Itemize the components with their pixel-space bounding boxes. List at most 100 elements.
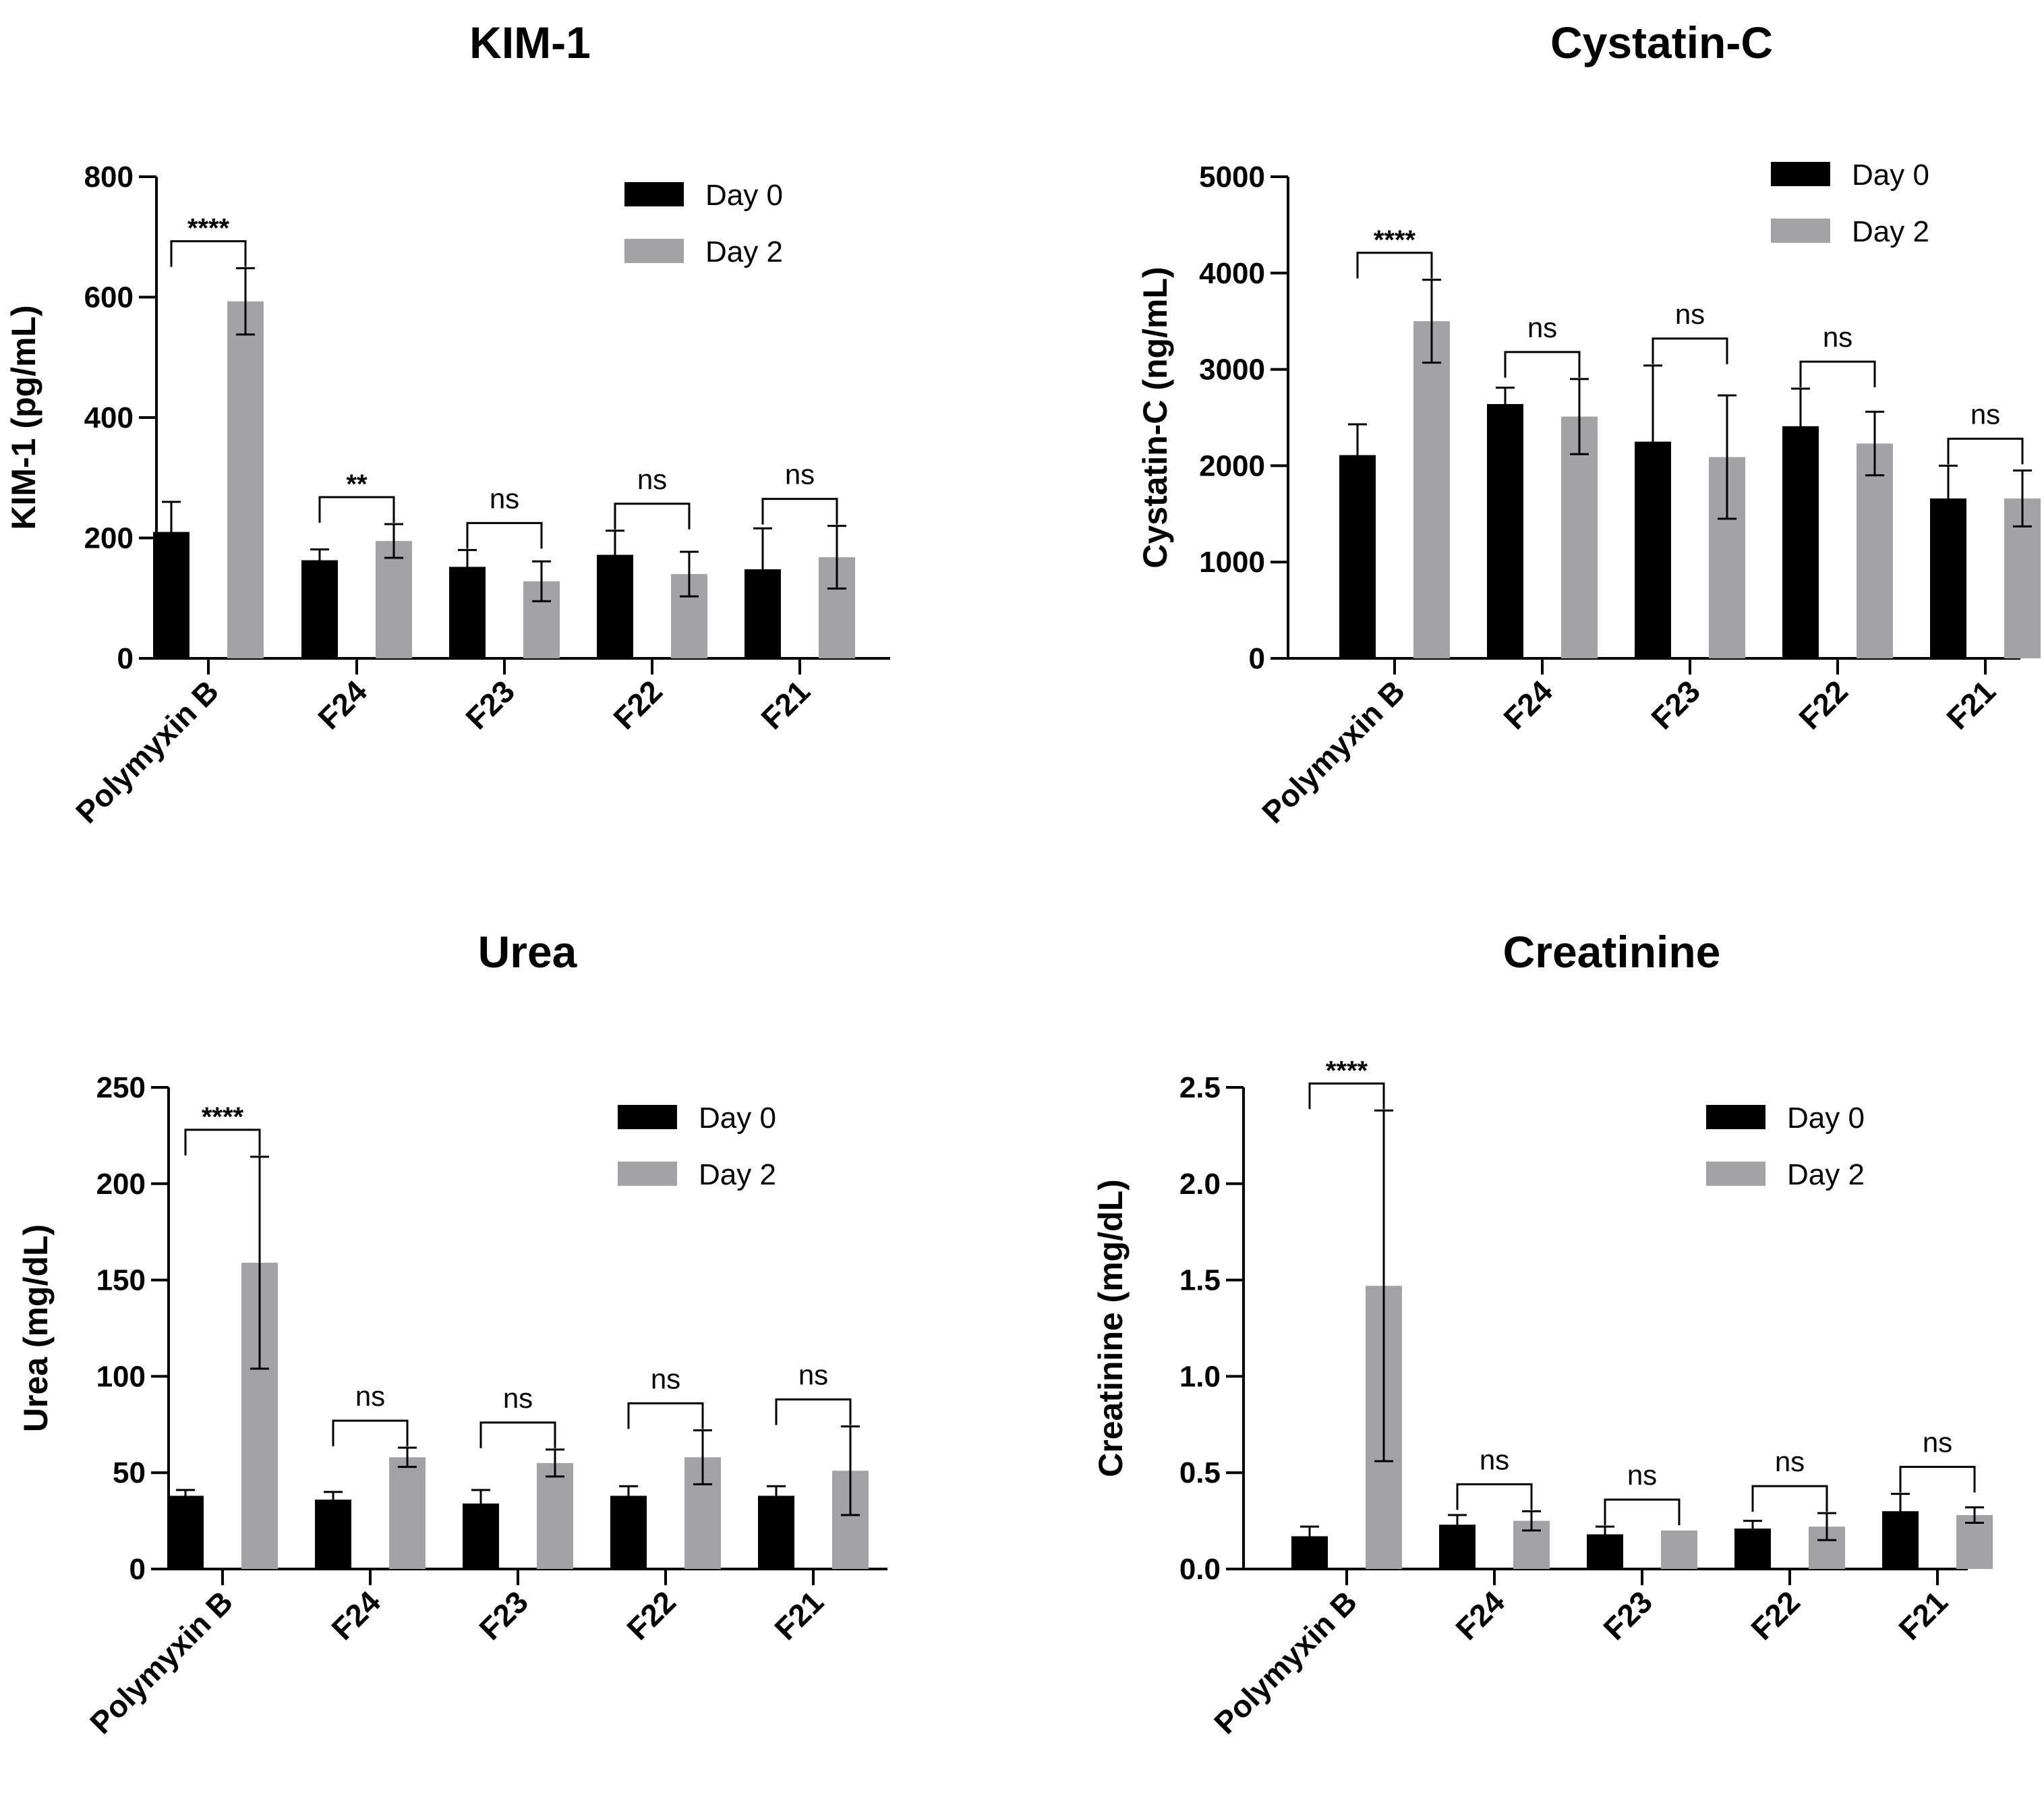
significance-label: ns <box>1480 1444 1509 1475</box>
y-tick-label: 0 <box>129 1553 146 1586</box>
x-tick-label: F24 <box>1496 673 1559 736</box>
y-tick-label: 2.0 <box>1179 1168 1221 1201</box>
significance-label: ns <box>1775 1446 1805 1477</box>
significance-label: **** <box>1326 1056 1368 1085</box>
chart-title: KIM-1 <box>469 18 591 67</box>
significance-label: ns <box>637 463 667 495</box>
bar-day2 <box>1413 321 1450 658</box>
significance-label: ns <box>1675 298 1705 330</box>
y-tick-label: 5000 <box>1199 161 1265 194</box>
significance-label: ns <box>1627 1459 1657 1491</box>
y-tick-label: 3000 <box>1199 353 1265 387</box>
y-tick-label: 100 <box>96 1360 146 1393</box>
bar-day0 <box>610 1495 647 1569</box>
significance-label: ns <box>1970 398 2000 430</box>
x-tick-label: F22 <box>1792 673 1855 736</box>
significance-label: ** <box>346 469 368 499</box>
legend-swatch-day0 <box>624 182 684 206</box>
x-tick-label: Polymyxin B <box>83 1584 239 1740</box>
x-tick-label: F24 <box>324 1584 387 1647</box>
y-tick-label: 400 <box>84 401 134 434</box>
legend-swatch-day0 <box>1771 162 1830 186</box>
significance-label: ns <box>503 1382 533 1414</box>
y-tick-label: 250 <box>96 1071 146 1104</box>
x-tick-label: Polymyxin B <box>69 673 225 830</box>
bar-day0 <box>758 1495 794 1569</box>
bar-day2 <box>227 301 264 658</box>
chart-panel-0: KIM-1 KIM-1 (pg/mL) 0 200 400 600 800 Polymyxin… <box>5 18 890 830</box>
significance-label: ns <box>490 482 519 514</box>
bar-day2 <box>1956 1515 1993 1569</box>
y-tick-label: 1.5 <box>1179 1264 1221 1297</box>
bar-day2 <box>1857 443 1893 658</box>
significance-label: ns <box>651 1363 680 1394</box>
chart-title: Cystatin-C <box>1550 18 1773 67</box>
significance-bracket <box>1799 360 1876 388</box>
bar-day2 <box>376 540 412 658</box>
chart-panel-3: Creatinine Creatinine (mg/dL) 0.0 0.5 1.0 1.5… <box>1092 927 1993 1740</box>
x-tick-label: F21 <box>1892 1584 1954 1647</box>
y-tick-label: 1.0 <box>1179 1360 1221 1393</box>
x-tick-label: Polymyxin B <box>1255 673 1411 830</box>
bar-day2 <box>1661 1530 1697 1569</box>
bar-day0 <box>167 1495 204 1569</box>
significance-bracket <box>332 1419 409 1447</box>
y-tick-label: 800 <box>84 161 134 194</box>
significance-label: ns <box>355 1380 385 1412</box>
y-tick-label: 150 <box>96 1264 146 1297</box>
significance-label: ns <box>1823 321 1852 353</box>
significance-bracket <box>761 498 838 525</box>
y-tick-label: 0 <box>1249 642 1265 675</box>
legend-swatch-day2 <box>618 1162 677 1186</box>
y-tick-label: 200 <box>84 522 134 555</box>
x-tick-label: F23 <box>459 673 521 736</box>
significance-bracket <box>1308 1082 1385 1110</box>
x-tick-label: F23 <box>1644 673 1707 736</box>
y-axis-label: Cystatin-C (ng/mL) <box>1136 266 1174 568</box>
x-tick-label: F24 <box>1449 1584 1511 1647</box>
significance-label: ns <box>1923 1427 1952 1458</box>
chart-title: Creatinine <box>1503 927 1721 977</box>
y-tick-label: 600 <box>84 281 134 314</box>
significance-label: ns <box>798 1359 828 1391</box>
x-tick-label: F22 <box>606 673 669 736</box>
x-tick-label: F23 <box>1596 1584 1659 1647</box>
chart-title: Urea <box>478 927 578 977</box>
y-axis-label: Urea (mg/dL) <box>17 1224 55 1432</box>
x-tick-label: Polymyxin B <box>1207 1584 1364 1740</box>
legend-label: Day 2 <box>1852 215 1929 248</box>
significance-bracket <box>1751 1485 1828 1512</box>
bar-day0 <box>301 560 338 658</box>
chart-panel-2: Urea Urea (mg/dL) 0 50 100 150 200 250 Polymyxin… <box>17 927 887 1740</box>
bar-day0 <box>1487 404 1523 658</box>
x-tick-label: F21 <box>767 1584 830 1647</box>
significance-bracket <box>184 1129 261 1156</box>
y-tick-label: 0.0 <box>1179 1553 1221 1586</box>
significance-label: **** <box>202 1102 244 1132</box>
legend-swatch-day2 <box>1706 1162 1765 1186</box>
bar-day0 <box>1339 455 1376 658</box>
significance-bracket <box>1356 252 1433 279</box>
legend-label: Day 0 <box>1787 1102 1865 1135</box>
legend-label: Day 0 <box>1852 159 1929 192</box>
significance-bracket <box>627 1402 704 1429</box>
significance-bracket <box>479 1421 556 1448</box>
legend-label: Day 0 <box>699 1102 776 1135</box>
legend-label: Day 2 <box>705 235 783 268</box>
y-axis-label: KIM-1 (pg/mL) <box>5 305 42 530</box>
y-tick-label: 1000 <box>1199 546 1265 579</box>
x-tick-label: F21 <box>754 673 817 736</box>
significance-label: **** <box>1374 225 1416 255</box>
significance-label: **** <box>187 214 230 244</box>
significance-bracket <box>1652 337 1728 364</box>
x-tick-label: F22 <box>1744 1584 1807 1647</box>
x-tick-label: F23 <box>472 1584 535 1647</box>
significance-bracket <box>1899 1466 1976 1493</box>
y-tick-label: 0 <box>117 642 134 675</box>
x-tick-label: F24 <box>311 673 374 736</box>
significance-bracket <box>1504 351 1581 378</box>
y-axis-label: Creatinine (mg/dL) <box>1092 1179 1130 1477</box>
significance-label: ns <box>1527 312 1557 343</box>
